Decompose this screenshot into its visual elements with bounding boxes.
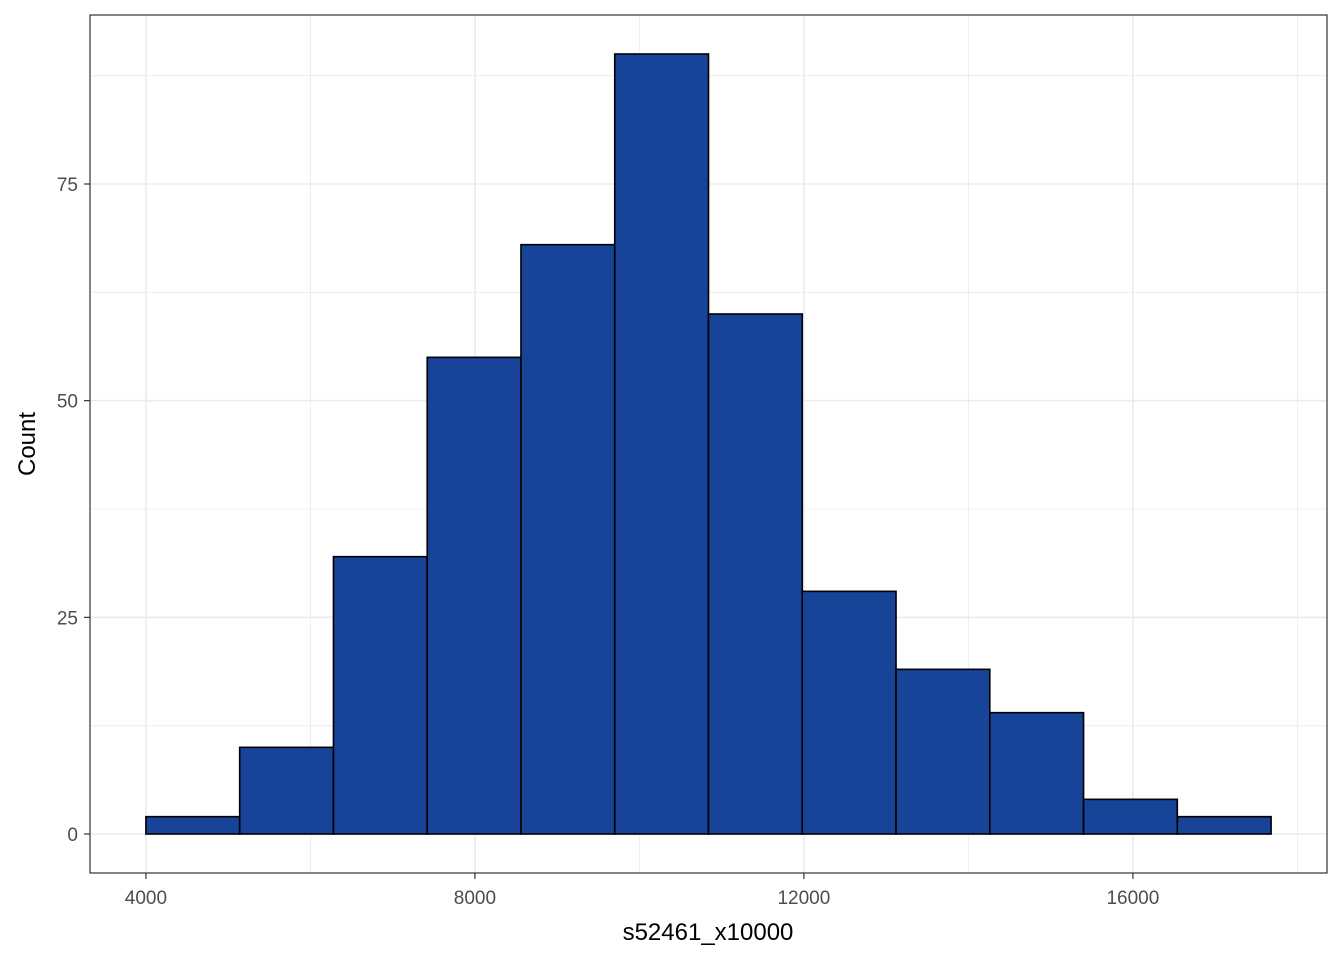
histogram-bar [801, 590, 897, 835]
histogram-bar [988, 711, 1085, 835]
y-tick-label: 75 [57, 175, 78, 196]
histogram-bar [707, 313, 804, 835]
panel-border [89, 14, 1328, 874]
histogram-bar [1176, 815, 1272, 835]
x-tick-label: 12000 [777, 888, 830, 909]
x-tick-label: 8000 [454, 888, 496, 909]
histogram-bar [1082, 798, 1179, 835]
y-tick-label: 25 [57, 608, 78, 629]
y-tick-label: 50 [57, 392, 78, 413]
x-tick-label: 16000 [1106, 888, 1159, 909]
histogram-bar [332, 555, 429, 835]
histogram-bar [238, 746, 335, 835]
histogram-bar [613, 53, 710, 835]
x-tick-label: 4000 [125, 888, 167, 909]
y-tick-label: 0 [67, 825, 78, 846]
histogram-bar [520, 243, 616, 835]
histogram-bar [426, 356, 522, 835]
histogram-bar [145, 815, 241, 835]
histogram-bars [145, 53, 1272, 835]
y-axis: 0 25 50 75 [57, 175, 90, 846]
histogram-bar [895, 668, 991, 835]
x-axis-title: s52461_x10000 [623, 919, 794, 946]
y-axis-title: Count [14, 412, 41, 476]
x-axis: 4000 8000 12000 16000 [125, 873, 1159, 909]
